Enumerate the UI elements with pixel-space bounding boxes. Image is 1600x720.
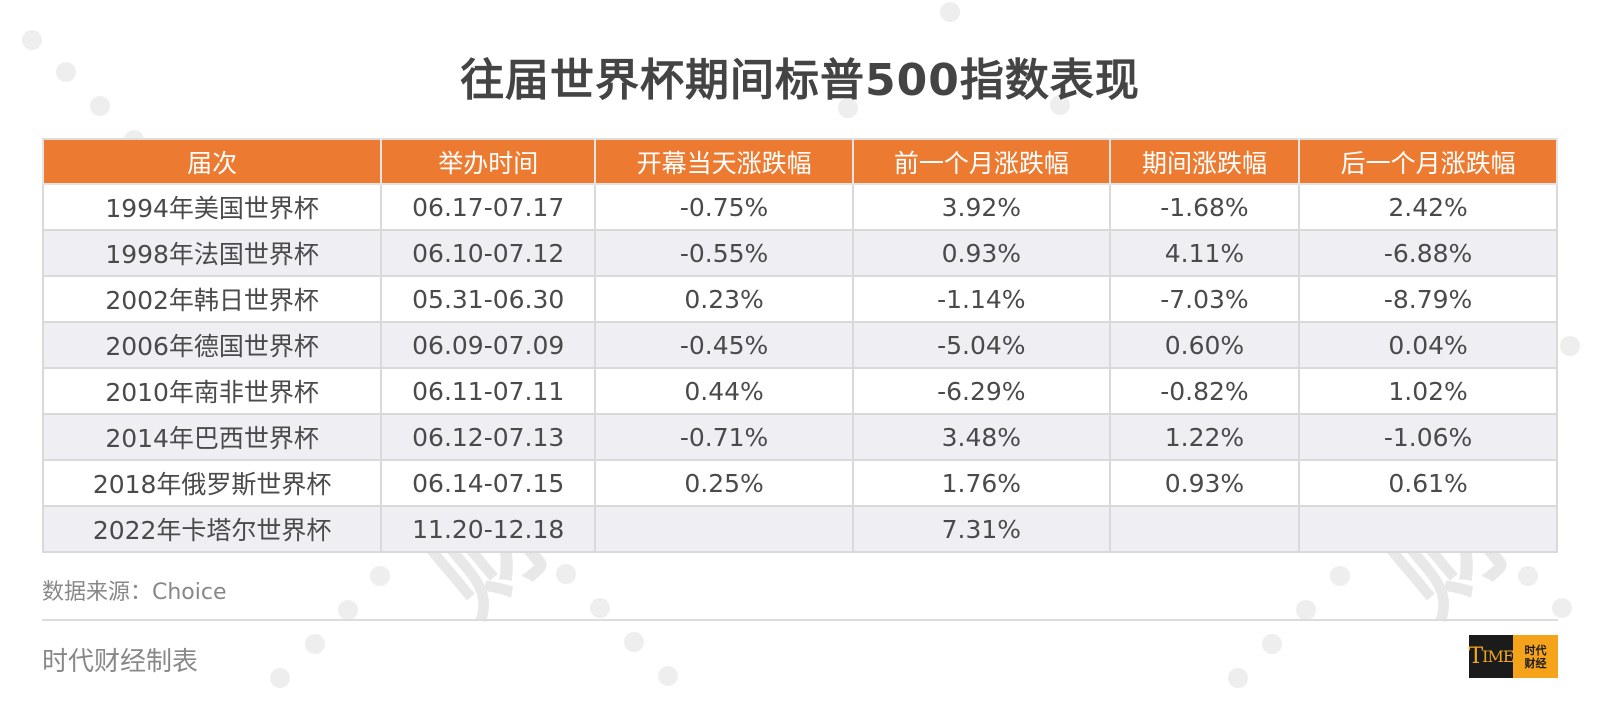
sp500-worldcup-table: 届次 举办时间 开幕当天涨跌幅 前一个月涨跌幅 期间涨跌幅 后一个月涨跌幅 19…	[41, 138, 1558, 553]
background-dot	[1262, 634, 1282, 654]
cell-during-change: 4.11%	[1108, 229, 1301, 277]
cell-during-change: -7.03%	[1108, 275, 1301, 323]
cell-dates: 06.10-07.12	[380, 229, 597, 277]
background-dot	[90, 96, 110, 116]
background-dot	[1296, 600, 1316, 620]
cell-dates: 06.14-07.15	[380, 459, 597, 507]
cell-edition: 2010年南非世界杯	[41, 367, 383, 415]
table-row: 2018年俄罗斯世界杯 06.14-07.15 0.25% 1.76% 0.93…	[41, 459, 1558, 507]
background-dot	[1518, 566, 1538, 586]
cell-edition: 1994年美国世界杯	[41, 183, 383, 231]
logo-chinese-line2: 财经	[1524, 656, 1547, 670]
data-source-note: 数据来源：Choice	[42, 580, 227, 605]
background-dot	[270, 668, 290, 688]
cell-prior-month-change: -5.04%	[851, 321, 1111, 369]
cell-during-change: -0.82%	[1108, 367, 1301, 415]
background-dot	[370, 566, 390, 586]
column-header-during-change: 期间涨跌幅	[1108, 138, 1301, 185]
cell-opening-day-change: 0.23%	[594, 275, 854, 323]
background-dot	[556, 564, 576, 584]
cell-prior-month-change: 0.93%	[851, 229, 1111, 277]
cell-prior-month-change: 1.76%	[851, 459, 1111, 507]
cell-edition: 2018年俄罗斯世界杯	[41, 459, 383, 507]
table-row: 1998年法国世界杯 06.10-07.12 -0.55% 0.93% 4.11…	[41, 229, 1558, 277]
column-header-opening-day-change: 开幕当天涨跌幅	[594, 138, 854, 185]
cell-opening-day-change: -0.71%	[594, 413, 854, 461]
cell-edition: 2002年韩日世界杯	[41, 275, 383, 323]
background-dot	[838, 98, 858, 118]
table-maker-credit: 时代财经制表	[42, 647, 199, 677]
column-header-following-month-change: 后一个月涨跌幅	[1298, 138, 1558, 185]
background-dot	[1552, 598, 1572, 618]
cell-edition: 1998年法国世界杯	[41, 229, 383, 277]
cell-opening-day-change: -0.55%	[594, 229, 854, 277]
background-dot	[658, 666, 678, 686]
cell-dates: 06.11-07.11	[380, 367, 597, 415]
logo-time-mark: T IME	[1468, 635, 1515, 678]
cell-opening-day-change	[594, 505, 854, 553]
cell-during-change	[1108, 505, 1301, 553]
cell-following-month-change: 0.61%	[1298, 459, 1558, 507]
cell-dates: 06.09-07.09	[380, 321, 597, 369]
cell-during-change: 1.22%	[1108, 413, 1301, 461]
cell-during-change: 0.60%	[1108, 321, 1301, 369]
background-dot	[56, 62, 76, 82]
logo-chinese-mark: 时代 财经	[1513, 635, 1558, 678]
table-row: 2002年韩日世界杯 05.31-06.30 0.23% -1.14% -7.0…	[41, 275, 1558, 323]
column-header-dates: 举办时间	[380, 138, 597, 185]
cell-edition: 2006年德国世界杯	[41, 321, 383, 369]
table-row: 2010年南非世界杯 06.11-07.11 0.44% -6.29% -0.8…	[41, 367, 1558, 415]
background-dot	[940, 2, 960, 22]
background-dot	[590, 598, 610, 618]
cell-following-month-change	[1298, 505, 1558, 553]
cell-following-month-change: 2.42%	[1298, 183, 1558, 231]
cell-dates: 05.31-06.30	[380, 275, 597, 323]
page-title: 往届世界杯期间标普500指数表现	[460, 55, 1140, 106]
cell-opening-day-change: 0.44%	[594, 367, 854, 415]
cell-prior-month-change: 3.92%	[851, 183, 1111, 231]
background-dot	[1228, 668, 1248, 688]
cell-prior-month-change: 7.31%	[851, 505, 1111, 553]
table-row: 2006年德国世界杯 06.09-07.09 -0.45% -5.04% 0.6…	[41, 321, 1558, 369]
table-row: 2022年卡塔尔世界杯 11.20-12.18 7.31%	[41, 505, 1558, 553]
logo-time-t: T	[1468, 644, 1483, 669]
cell-during-change: 0.93%	[1108, 459, 1301, 507]
logo-chinese-line1: 时代	[1524, 643, 1547, 657]
cell-opening-day-change: -0.45%	[594, 321, 854, 369]
time-finance-logo: T IME 时代 财经	[1468, 635, 1558, 678]
cell-edition: 2022年卡塔尔世界杯	[41, 505, 383, 553]
cell-dates: 06.12-07.13	[380, 413, 597, 461]
cell-prior-month-change: 3.48%	[851, 413, 1111, 461]
cell-following-month-change: 0.04%	[1298, 321, 1558, 369]
cell-dates: 11.20-12.18	[380, 505, 597, 553]
column-header-prior-month-change: 前一个月涨跌幅	[851, 138, 1111, 185]
cell-following-month-change: -8.79%	[1298, 275, 1558, 323]
cell-prior-month-change: -1.14%	[851, 275, 1111, 323]
background-dot	[1560, 336, 1580, 356]
background-dot	[1050, 95, 1070, 115]
background-dot	[338, 600, 358, 620]
background-dot	[1330, 566, 1350, 586]
cell-dates: 06.17-07.17	[380, 183, 597, 231]
cell-during-change: -1.68%	[1108, 183, 1301, 231]
cell-edition: 2014年巴西世界杯	[41, 413, 383, 461]
logo-time-rest: IME	[1482, 647, 1514, 666]
cell-opening-day-change: -0.75%	[594, 183, 854, 231]
cell-following-month-change: -1.06%	[1298, 413, 1558, 461]
cell-prior-month-change: -6.29%	[851, 367, 1111, 415]
background-dot	[305, 634, 325, 654]
background-dot	[22, 30, 42, 50]
column-header-edition: 届次	[41, 138, 383, 185]
cell-following-month-change: -6.88%	[1298, 229, 1558, 277]
table-header-row: 届次 举办时间 开幕当天涨跌幅 前一个月涨跌幅 期间涨跌幅 后一个月涨跌幅	[41, 138, 1558, 185]
table-row: 2014年巴西世界杯 06.12-07.13 -0.71% 3.48% 1.22…	[41, 413, 1558, 461]
cell-opening-day-change: 0.25%	[594, 459, 854, 507]
footer-divider	[42, 619, 1558, 621]
background-dot	[624, 632, 644, 652]
table-row: 1994年美国世界杯 06.17-07.17 -0.75% 3.92% -1.6…	[41, 183, 1558, 231]
cell-following-month-change: 1.02%	[1298, 367, 1558, 415]
